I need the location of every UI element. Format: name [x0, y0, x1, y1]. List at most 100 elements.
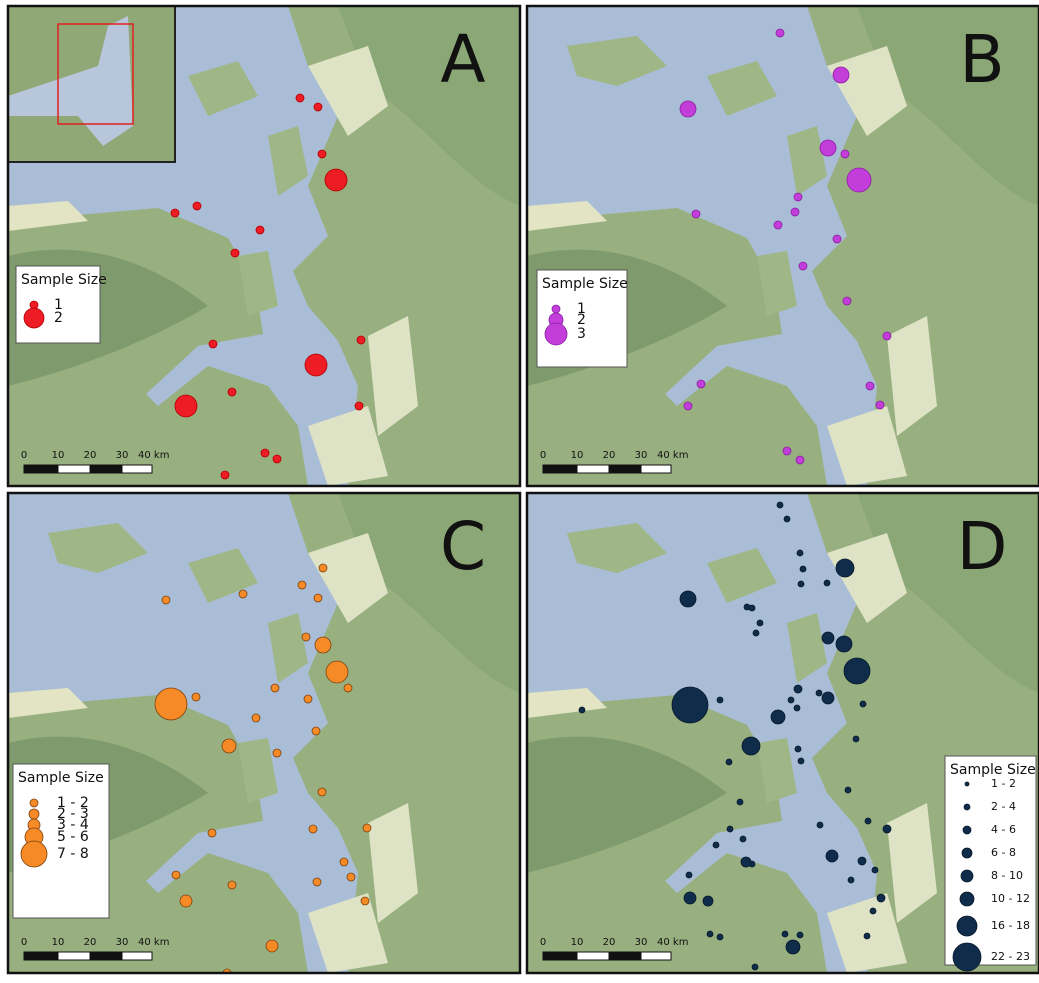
sample-site [672, 687, 708, 723]
sample-site [726, 759, 732, 765]
legend: Sample Size1 - 22 - 44 - 66 - 88 - 1010 … [945, 756, 1036, 971]
sample-site [273, 455, 281, 463]
sample-site [222, 739, 236, 753]
sample-site [798, 758, 804, 764]
legend-symbol [30, 799, 38, 807]
sample-site [313, 878, 321, 886]
sample-site [771, 710, 785, 724]
sample-site [833, 67, 849, 83]
sample-site [171, 209, 179, 217]
sample-site [239, 590, 247, 598]
legend-symbol [960, 892, 974, 906]
sample-site [877, 894, 885, 902]
sample-site [752, 964, 758, 970]
sample-site [361, 897, 369, 905]
legend-symbol [961, 870, 973, 882]
legend-symbol [24, 308, 44, 328]
sample-site [319, 564, 327, 572]
sample-site [347, 873, 355, 881]
legend-symbol [962, 848, 972, 858]
legend-label: 1 - 2 [991, 777, 1016, 790]
sample-site [824, 580, 830, 586]
panels: ASample Size12010203040 kmBSample Size12… [8, 6, 1039, 977]
sample-site [326, 661, 348, 683]
scale-segment [90, 465, 122, 473]
sample-site [794, 705, 800, 711]
sample-site [816, 690, 822, 696]
sample-site [860, 701, 866, 707]
scale-segment [609, 952, 641, 960]
sample-site [193, 202, 201, 210]
sample-site [271, 684, 279, 692]
scale-segment [24, 952, 58, 960]
legend-symbol [963, 826, 971, 834]
legend-symbol [965, 782, 969, 786]
legend-label: 5 - 6 [57, 829, 89, 845]
sample-site [686, 872, 692, 878]
sample-site [853, 736, 859, 742]
sample-site [302, 633, 310, 641]
sample-site [209, 340, 217, 348]
sample-site [865, 818, 871, 824]
sample-site [684, 402, 692, 410]
legend-label: 10 - 12 [991, 892, 1030, 905]
sample-site [794, 193, 802, 201]
sample-site [713, 842, 719, 848]
scale-label: 20 [84, 450, 97, 461]
sample-site [866, 382, 874, 390]
sample-site [742, 737, 760, 755]
sample-site [822, 692, 834, 704]
sample-site [872, 867, 878, 873]
legend-label: 7 - 8 [57, 846, 89, 862]
sample-site [791, 208, 799, 216]
sample-site [305, 354, 327, 376]
scale-label: 20 [603, 937, 616, 948]
sample-site [741, 857, 751, 867]
scale-segment [577, 952, 609, 960]
scale-segment [24, 465, 58, 473]
sample-site [845, 787, 851, 793]
sample-site [774, 221, 782, 229]
sample-site [304, 695, 312, 703]
legend-title: Sample Size [18, 770, 104, 786]
panel-label: B [959, 21, 1004, 98]
sample-site [847, 168, 871, 192]
scale-label: 10 [52, 450, 65, 461]
sample-site [309, 825, 317, 833]
sample-site [363, 824, 371, 832]
sample-site [357, 336, 365, 344]
legend-symbol [953, 943, 981, 971]
sample-site [325, 169, 347, 191]
legend: Sample Size12 [16, 266, 107, 343]
sample-site [841, 150, 849, 158]
scale-label: 0 [540, 937, 546, 948]
sample-site [314, 594, 322, 602]
sample-site [870, 908, 876, 914]
sample-site [680, 591, 696, 607]
legend-label: 2 - 4 [991, 800, 1016, 813]
scale-label: 40 km [138, 450, 169, 461]
sample-site [727, 826, 733, 832]
legend-symbol [21, 841, 47, 867]
sample-site [820, 140, 836, 156]
legend-symbol [545, 323, 567, 345]
scale-label: 40 km [138, 937, 169, 948]
scale-segment [543, 465, 577, 473]
legend-label: 22 - 23 [991, 950, 1030, 963]
scale-label: 10 [571, 937, 584, 948]
sample-site [273, 749, 281, 757]
scale-label: 20 [603, 450, 616, 461]
scale-label: 30 [116, 937, 129, 948]
sample-site [797, 550, 803, 556]
sample-site [848, 877, 854, 883]
sample-site [315, 637, 331, 653]
scale-label: 30 [116, 450, 129, 461]
sample-site [717, 934, 723, 940]
sample-site [784, 516, 790, 522]
sample-site [800, 566, 806, 572]
sample-site [788, 697, 794, 703]
